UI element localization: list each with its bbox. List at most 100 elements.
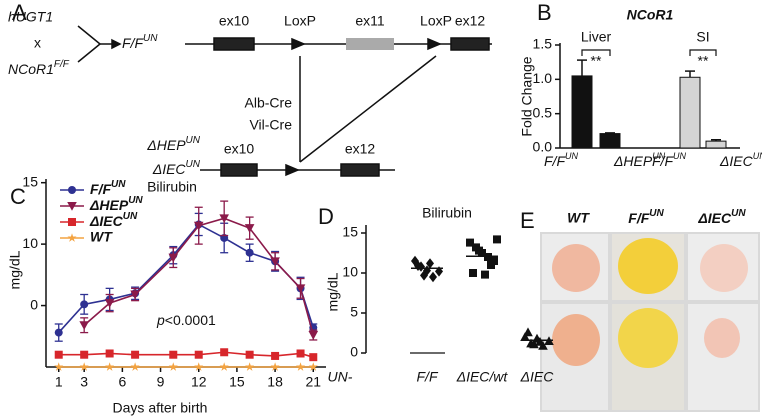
x-tick-label: F/FUN <box>652 151 686 168</box>
y-tick-label: 1.0 <box>533 70 553 86</box>
label-superscript: UN <box>753 151 762 161</box>
label-superscript: F/F <box>54 59 70 70</box>
x-axis-label: UN- <box>328 369 353 385</box>
y-tick-label: 10 <box>22 235 38 251</box>
x-tick-label: ΔIECUN <box>719 151 762 168</box>
marker <box>484 253 492 261</box>
x-tick-label: ΔHEPUN <box>613 151 666 168</box>
marker <box>80 350 89 359</box>
liver-photo <box>618 238 678 294</box>
marker <box>168 362 178 371</box>
group-label: SI <box>696 29 709 45</box>
x-tick-label: 12 <box>191 374 207 390</box>
marker <box>130 362 140 371</box>
y-axis-label: Fold Change <box>519 56 535 136</box>
marker <box>481 270 489 279</box>
exon-box <box>340 163 380 177</box>
y-tick-label: 5 <box>350 304 358 320</box>
diagram-label: ex11 <box>355 13 385 29</box>
x-tick-label: 3 <box>80 374 88 390</box>
diagram-label: F/FUN <box>122 33 158 51</box>
x-tick-label: ΔIEC <box>520 369 555 385</box>
arrow-head <box>111 38 122 50</box>
label-superscript: UN <box>186 159 201 170</box>
diagram-label: ex10 <box>219 13 250 29</box>
series-line <box>83 217 315 336</box>
marker <box>104 299 115 308</box>
marker <box>244 224 255 233</box>
marker <box>270 257 280 267</box>
marker <box>80 300 89 309</box>
diagram-label: ΔIECUN <box>152 159 201 177</box>
marker <box>54 350 63 359</box>
marker <box>79 362 89 371</box>
marker <box>245 362 255 371</box>
marker <box>54 362 64 371</box>
bar <box>599 133 621 149</box>
connector <box>77 25 101 45</box>
marker <box>219 214 229 224</box>
label-superscript: UN <box>652 151 665 161</box>
marker <box>169 350 178 359</box>
x-tick-label: 6 <box>118 374 126 390</box>
marker <box>131 350 140 359</box>
marker <box>271 351 280 360</box>
x-tick-label: 21 <box>305 374 321 390</box>
panel-letter: E <box>520 208 535 233</box>
x-tick-label: 9 <box>157 374 165 390</box>
marker <box>67 233 77 242</box>
x-tick-label: 15 <box>229 374 245 390</box>
label-text: ΔIEC <box>719 153 754 169</box>
label-text: F/F <box>122 35 144 51</box>
significance-bracket <box>689 49 717 56</box>
recombination-line <box>299 55 437 163</box>
marker <box>168 253 179 263</box>
marker <box>68 218 76 226</box>
marker <box>426 258 434 269</box>
photo-label: WT <box>567 210 590 226</box>
label-text: ΔHEP <box>613 153 653 169</box>
bar <box>679 76 701 149</box>
y-tick-label: 15 <box>22 173 38 189</box>
liver-photo <box>552 244 600 292</box>
marker <box>67 202 77 211</box>
marker <box>487 261 495 269</box>
diagram-label: x <box>34 35 41 51</box>
x-tick-label: F/FUN <box>544 151 578 168</box>
marker <box>295 362 306 371</box>
diagram-label: LoxP <box>420 13 452 29</box>
significance-label: ** <box>591 53 602 69</box>
label-superscript: UN <box>111 179 126 190</box>
label-superscript: UN <box>649 208 664 219</box>
marker <box>309 353 318 362</box>
photo-label: F/FUN <box>628 208 664 226</box>
exon-box <box>220 163 258 177</box>
marker <box>79 321 89 331</box>
diagram-lines <box>77 25 492 177</box>
label-text: NCoR1 <box>8 61 54 77</box>
marker <box>296 349 305 358</box>
y-tick-label: 0.0 <box>533 139 553 155</box>
photo-label: ΔIECUN <box>697 208 746 226</box>
group-label: Liver <box>581 29 612 45</box>
exon-box <box>346 38 394 50</box>
marker <box>295 284 306 294</box>
bar <box>705 140 727 149</box>
panel-letter: B <box>537 0 552 25</box>
diagram-label: NCoR1F/F <box>8 59 70 77</box>
legend-label: ΔIECUN <box>89 211 138 229</box>
annotation-text: <0.0001 <box>165 312 216 328</box>
y-tick-label: 10 <box>342 264 358 280</box>
panel-letter: C <box>10 184 26 209</box>
marker <box>308 331 319 340</box>
marker <box>105 349 114 358</box>
label-superscript: UN <box>673 151 686 161</box>
label-text: ΔHEP <box>146 137 186 153</box>
marker <box>535 337 545 346</box>
marker <box>219 362 229 371</box>
panel-letter: D <box>318 204 334 229</box>
marker <box>308 362 318 371</box>
diagram-label: LoxP <box>284 13 316 29</box>
connector <box>77 43 101 63</box>
